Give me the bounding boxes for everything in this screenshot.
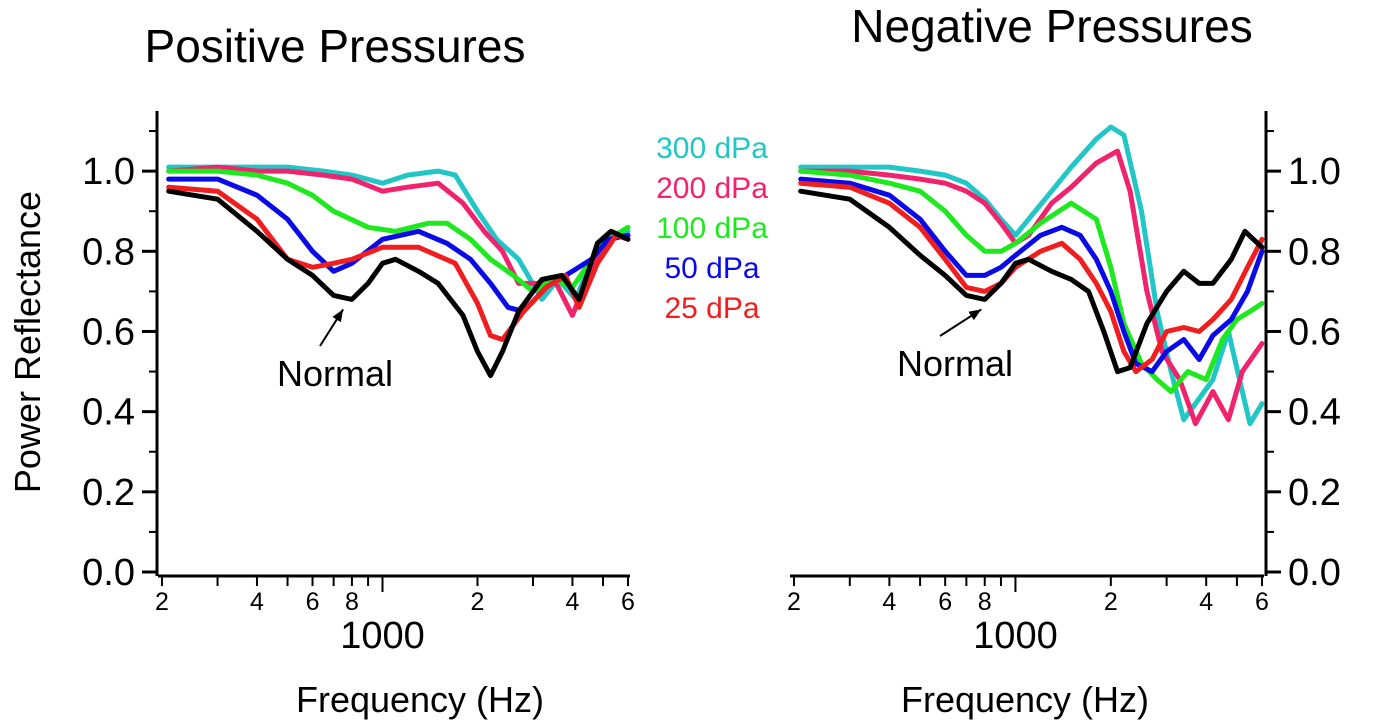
x-tick-label: 2 <box>471 588 485 616</box>
x-tick-label: 6 <box>621 588 635 616</box>
x-tick-label: 8 <box>345 588 359 616</box>
normal-annotation-positive: Normal <box>277 308 393 394</box>
x-decade-label: 1000 <box>973 615 1058 657</box>
normal-annotation-negative: Normal <box>897 308 1013 384</box>
series-line-200-dpa <box>166 164 631 318</box>
annotation-label: Normal <box>897 343 1013 384</box>
x-tick-label: 2 <box>1104 588 1118 616</box>
x-tick-label: 4 <box>882 588 896 616</box>
panel-title-positive: Positive Pressures <box>145 20 526 72</box>
series-line-50-dpa <box>798 176 1265 375</box>
x-tick-label: 8 <box>978 588 992 616</box>
annotation-label: Normal <box>277 353 393 394</box>
y-tick-label: 1.0 <box>82 151 135 193</box>
x-tick-label: 2 <box>155 588 169 616</box>
series-layer-negative <box>798 124 1265 427</box>
annotation-arrowhead <box>332 309 344 323</box>
x-tick-label: 6 <box>306 588 320 616</box>
panel-title-negative: Negative Pressures <box>851 0 1252 52</box>
legend-item-25-dpa: 25 dPa <box>664 292 759 325</box>
y-axis-left: 0.0 0.2 0.4 0.6 0.8 1.0 <box>82 111 159 594</box>
legend-item-50-dpa: 50 dPa <box>664 252 759 285</box>
x-axis-title-positive: Frequency (Hz) <box>296 679 544 720</box>
x-tick-label: 2 <box>787 588 801 616</box>
x-tick-label: 4 <box>1199 588 1213 616</box>
x-decade-label: 1000 <box>340 615 425 657</box>
x-tick-label: 4 <box>565 588 579 616</box>
y-tick-label: 0.4 <box>1288 392 1341 434</box>
y-tick-label: 0.0 <box>82 552 135 594</box>
series-line-300-dpa <box>798 124 1265 427</box>
series-line-normal <box>798 188 1265 375</box>
x-tick-label: 4 <box>250 588 264 616</box>
series-line-200-dpa <box>798 148 1265 427</box>
series-layer-positive <box>166 164 631 379</box>
y-axis-title: Power Reflectance <box>7 191 48 493</box>
negative-pressures-panel: Negative Pressures 0.0 0.2 0.4 0.6 0.8 1.0 2 4… <box>787 0 1341 720</box>
legend-item-300-dpa: 300 dPa <box>656 132 768 165</box>
y-tick-label: 0.2 <box>1288 472 1341 514</box>
x-axis-title-negative: Frequency (Hz) <box>901 679 1149 720</box>
x-tick-label: 6 <box>938 588 952 616</box>
legend-item-200-dpa: 200 dPa <box>656 172 768 205</box>
legend: 300 dPa 200 dPa 100 dPa 50 dPa 25 dPa <box>656 132 768 325</box>
positive-pressures-panel: Positive Pressures 0.0 0.2 0.4 0.6 0.8 1.0 2 4… <box>7 20 768 720</box>
y-tick-label: 0.6 <box>82 311 135 353</box>
y-tick-label: 0.8 <box>1288 231 1341 273</box>
series-line-50-dpa <box>166 176 631 314</box>
series-line-25-dpa <box>798 180 1265 375</box>
y-tick-label: 1.0 <box>1288 151 1341 193</box>
y-tick-label: 0.6 <box>1288 311 1341 353</box>
annotation-arrowhead <box>968 309 982 321</box>
x-tick-label: 6 <box>1255 588 1269 616</box>
legend-item-100-dpa: 100 dPa <box>656 212 768 245</box>
series-line-100-dpa <box>798 168 1265 395</box>
y-axis-right: 0.0 0.2 0.4 0.6 0.8 1.0 <box>1264 111 1341 594</box>
y-tick-label: 0.4 <box>82 392 135 434</box>
y-tick-label: 0.8 <box>82 231 135 273</box>
series-line-normal <box>166 188 631 379</box>
y-tick-label: 0.2 <box>82 472 135 514</box>
y-tick-label: 0.0 <box>1288 552 1341 594</box>
